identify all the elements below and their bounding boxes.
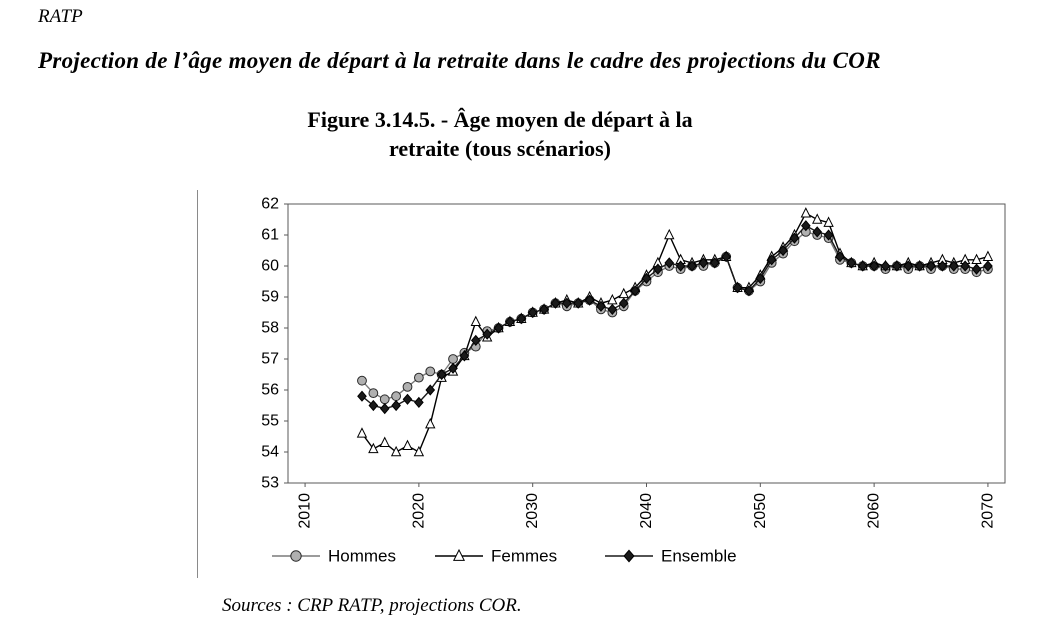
x-axis-tick-label: 2060 <box>866 493 883 529</box>
page-subtitle: Projection de l’âge moyen de départ à la… <box>38 48 881 73</box>
y-axis-tick-label: 56 <box>261 382 279 399</box>
legend-item-femmes: Femmes <box>435 547 557 566</box>
y-axis-tick-label: 61 <box>261 227 279 244</box>
figure-border-line <box>197 190 198 578</box>
chart-axes: 53 54 55 56 57 58 59 60 61 62 2010 2020 2030 2040 2050… <box>261 196 1006 529</box>
legend-label: Hommes <box>328 547 396 566</box>
y-axis-tick-label: 53 <box>261 475 279 492</box>
x-axis-tick-label: 2030 <box>524 493 541 529</box>
series-hommes <box>357 227 993 405</box>
legend-item-hommes: Hommes <box>272 547 396 566</box>
y-axis-tick-label: 62 <box>261 196 279 213</box>
y-axis-tick-label: 59 <box>261 289 279 306</box>
y-axis-tick-label: 58 <box>261 320 279 337</box>
x-axis-tick-label: 2010 <box>297 493 314 529</box>
x-axis-tick-label: 2070 <box>979 493 996 529</box>
y-axis-tick-label: 60 <box>261 258 279 275</box>
y-axis-tick-label: 54 <box>261 444 279 461</box>
y-axis-tick-label: 57 <box>261 351 279 368</box>
source-note: Sources : CRP RATP, projections COR. <box>222 595 522 616</box>
y-axis-tick-label: 55 <box>261 413 279 430</box>
legend-label: Femmes <box>491 547 557 566</box>
x-axis-tick-label: 2020 <box>410 493 427 529</box>
legend-item-ensemble: Ensemble <box>605 547 737 566</box>
retirement-age-chart: 53 54 55 56 57 58 59 60 61 62 2010 2020 2030 2040 2050… <box>261 196 1006 566</box>
series-ensemble <box>357 220 993 415</box>
figure-title: Figure 3.14.5. - Âge moyen de départ à l… <box>307 107 693 161</box>
x-axis-tick-label: 2040 <box>638 493 655 529</box>
series-femmes <box>356 207 994 457</box>
legend-label: Ensemble <box>661 547 737 566</box>
x-axis-tick-label: 2050 <box>752 493 769 529</box>
page-heading: RATP <box>38 6 83 27</box>
